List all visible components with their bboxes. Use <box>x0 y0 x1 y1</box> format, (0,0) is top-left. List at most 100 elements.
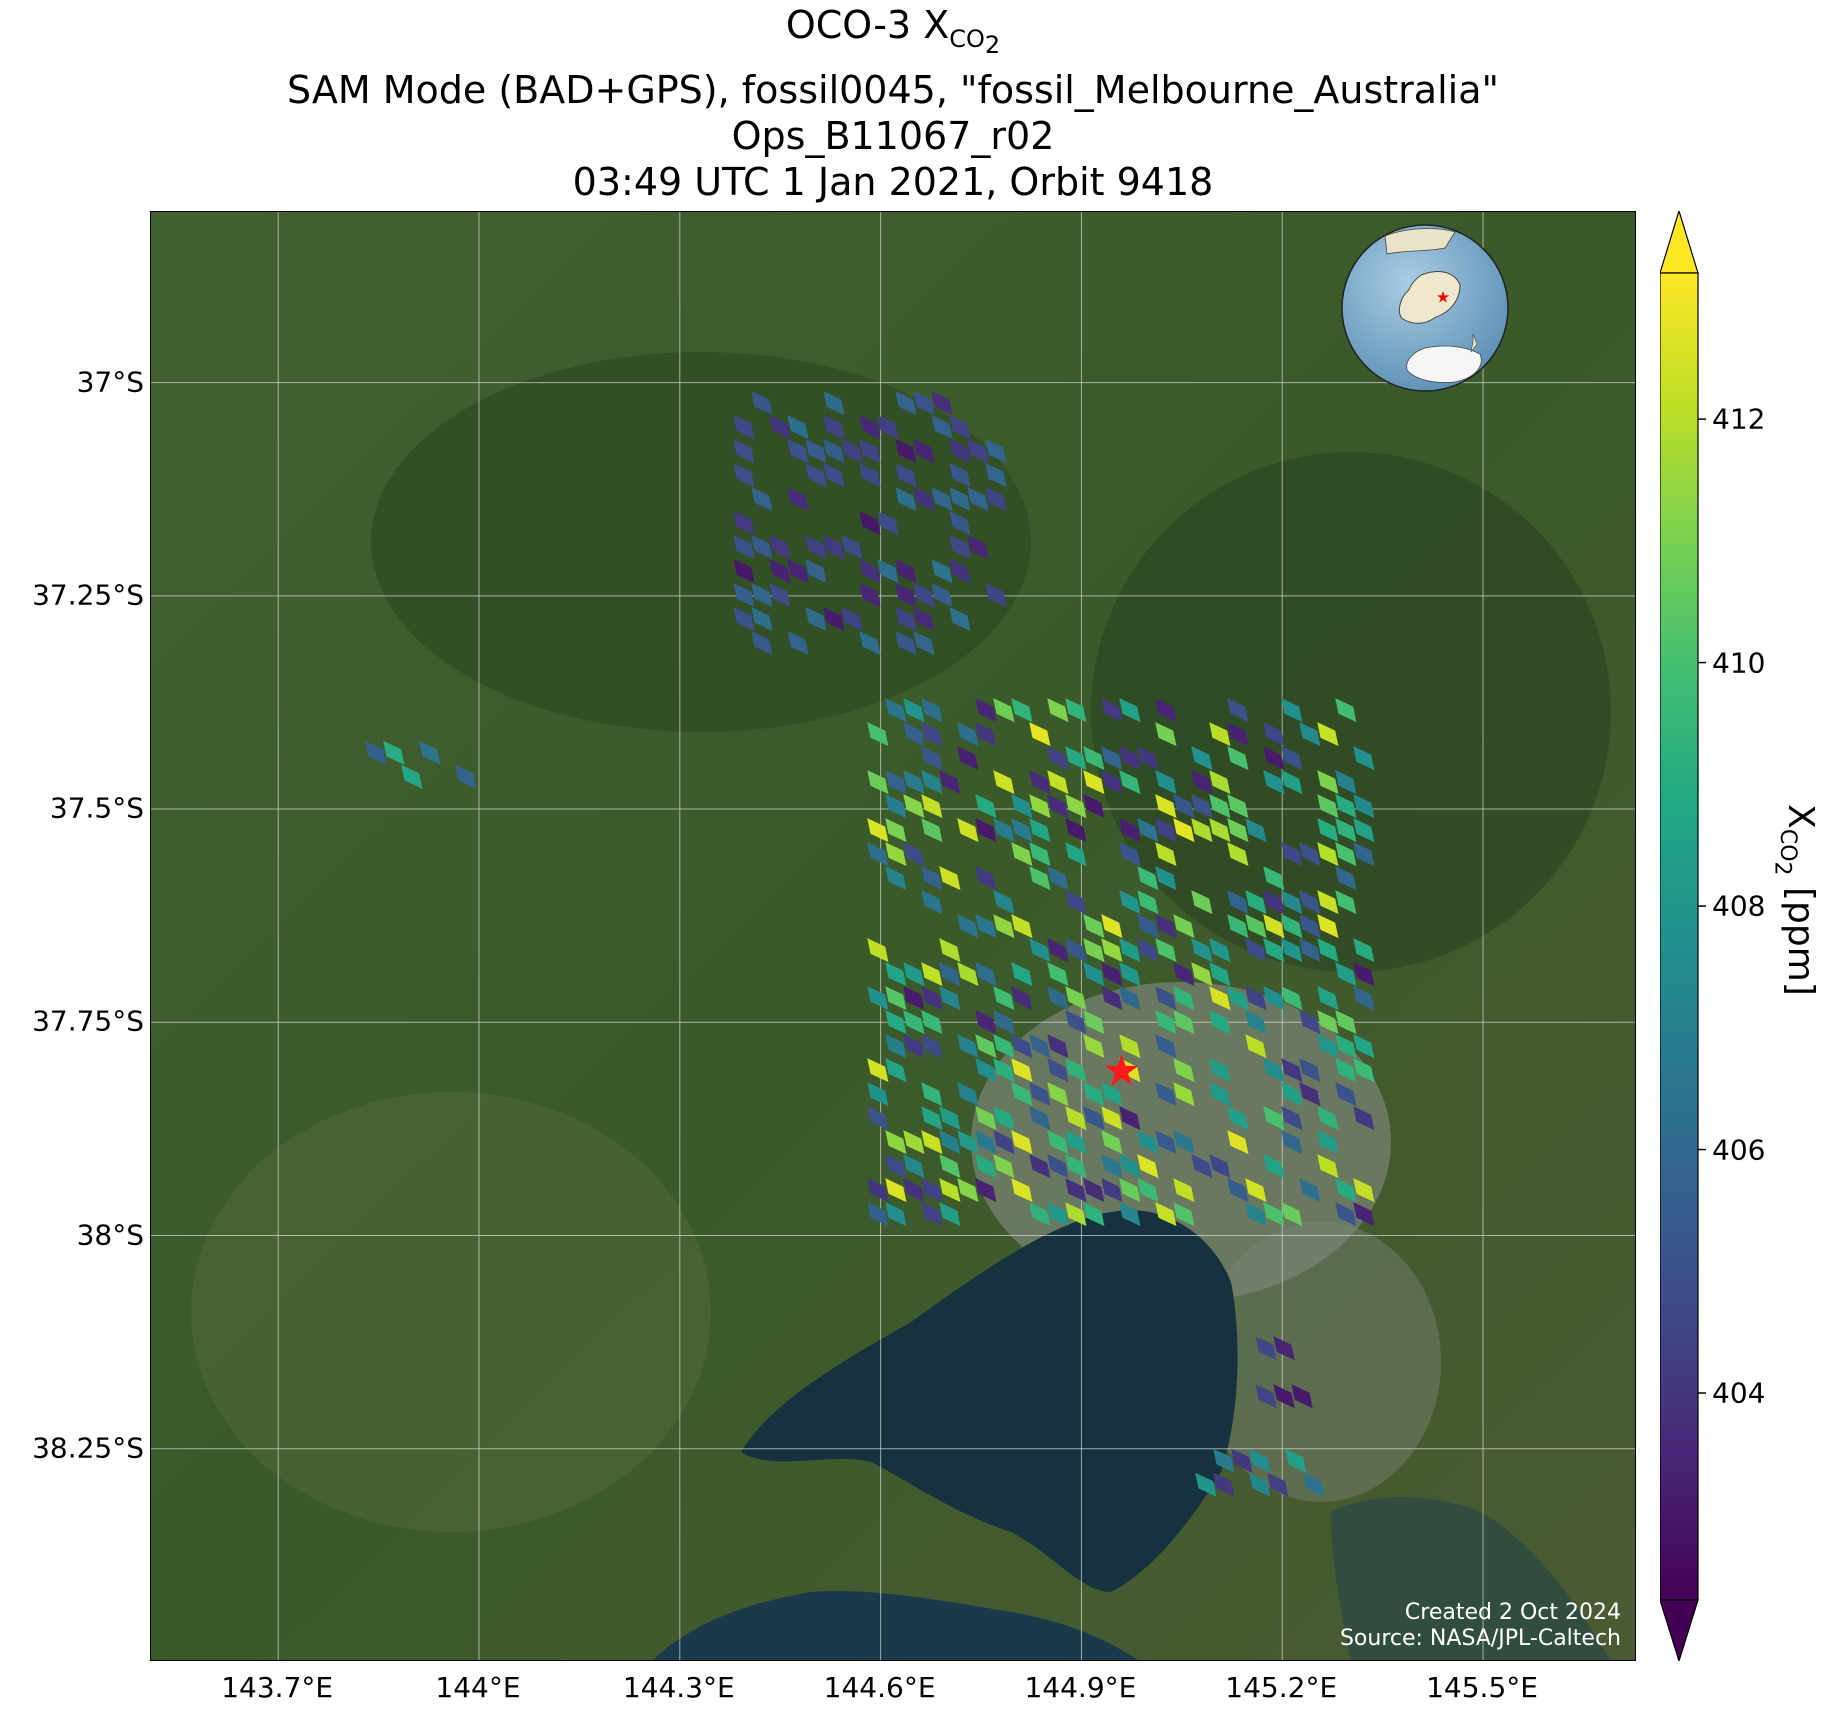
xco2-cell <box>1029 866 1051 891</box>
xco2-cell <box>1029 770 1051 795</box>
xco2-cell <box>805 463 827 488</box>
xco2-cell <box>1155 914 1177 939</box>
xco2-cell <box>877 415 899 440</box>
xco2-cell <box>455 764 477 789</box>
xco2-cell <box>1263 986 1285 1011</box>
xco2-cell <box>949 535 971 560</box>
xco2-cell <box>903 770 925 795</box>
xco2-cell <box>1047 1034 1069 1059</box>
xco2-cell <box>1353 818 1375 843</box>
xco2-cell <box>921 746 943 771</box>
xco2-cell <box>1353 986 1375 1011</box>
xco2-cell <box>1317 722 1339 747</box>
xco2-cell <box>1101 1130 1123 1155</box>
xco2-cell <box>1029 794 1051 819</box>
x-tick-label: 144.3°E <box>622 1671 735 1704</box>
xco2-cell <box>1101 1082 1123 1107</box>
xco2-cell <box>931 487 953 512</box>
xco2-soundings <box>365 391 1375 1497</box>
xco2-cell <box>751 583 773 608</box>
xco2-cell <box>1353 1202 1375 1227</box>
xco2-cell <box>1227 1178 1249 1203</box>
xco2-cell <box>921 890 943 915</box>
xco2-cell <box>975 914 997 939</box>
xco2-cell <box>867 722 889 747</box>
xco2-cell <box>1227 986 1249 1011</box>
xco2-cell <box>975 1058 997 1083</box>
xco2-cell <box>867 818 889 843</box>
xco2-cell <box>1245 1034 1267 1059</box>
xco2-cell <box>1101 938 1123 963</box>
xco2-cell <box>949 559 971 584</box>
xco2-cell <box>1029 842 1051 867</box>
xco2-cell <box>885 866 907 891</box>
xco2-cell <box>787 631 809 656</box>
xco2-cell <box>1263 1106 1285 1131</box>
xco2-cell <box>1227 746 1249 771</box>
xco2-cell <box>1317 1154 1339 1179</box>
xco2-cell <box>401 764 423 789</box>
xco2-cell <box>1335 1082 1357 1107</box>
xco2-cell <box>1227 1130 1249 1155</box>
xco2-cell <box>993 1034 1015 1059</box>
xco2-cell <box>895 391 917 416</box>
xco2-cell <box>921 1034 943 1059</box>
map-canvas[interactable]: ★ ★ <box>151 212 1636 1661</box>
xco2-cell <box>903 842 925 867</box>
xco2-cell <box>1281 1058 1303 1083</box>
xco2-cell <box>751 631 773 656</box>
xco2-cell <box>1155 722 1177 747</box>
xco2-cell <box>1263 938 1285 963</box>
xco2-cell <box>1083 1178 1105 1203</box>
xco2-cell <box>1353 746 1375 771</box>
xco2-cell <box>957 818 979 843</box>
xco2-cell <box>903 986 925 1011</box>
map-panel[interactable]: ★ ★ Created 2 Oct 2024 Source: NASA/JPL-… <box>150 211 1636 1661</box>
xco2-cell <box>383 740 405 765</box>
xco2-cell <box>1209 794 1231 819</box>
xco2-cell <box>957 1034 979 1059</box>
xco2-cell <box>1047 938 1069 963</box>
xco2-cell <box>805 535 827 560</box>
xco2-cell <box>903 962 925 987</box>
xco2-cell <box>1065 842 1087 867</box>
xco2-cell <box>921 1106 943 1131</box>
xco2-cell <box>1155 698 1177 723</box>
xco2-cell <box>993 1010 1015 1035</box>
xco2-cell <box>1065 1154 1087 1179</box>
xco2-cell <box>921 698 943 723</box>
xco2-cell <box>1317 794 1339 819</box>
xco2-cell <box>1317 938 1339 963</box>
xco2-cell <box>1119 1034 1141 1059</box>
xco2-cell <box>975 794 997 819</box>
xco2-cell <box>1227 842 1249 867</box>
xco2-cell <box>985 439 1007 464</box>
xco2-cell <box>903 722 925 747</box>
xco2-cell <box>885 818 907 843</box>
xco2-cell <box>1119 1178 1141 1203</box>
xco2-cell <box>733 463 755 488</box>
xco2-cell <box>1317 890 1339 915</box>
xco2-cell <box>949 487 971 512</box>
xco2-cell <box>993 698 1015 723</box>
xco2-cell <box>769 415 791 440</box>
x-tick-label: 144.6°E <box>823 1671 936 1704</box>
xco2-cell <box>1065 698 1087 723</box>
xco2-cell <box>1353 1058 1375 1083</box>
xco2-cell <box>921 1010 943 1035</box>
xco2-cell <box>1119 842 1141 867</box>
xco2-cell <box>1209 1058 1231 1083</box>
xco2-cell <box>1299 1010 1321 1035</box>
xco2-cell <box>419 740 441 765</box>
xco2-cell <box>1119 698 1141 723</box>
xco2-cell <box>1029 938 1051 963</box>
xco2-cell <box>1317 842 1339 867</box>
xco2-cell <box>1191 746 1213 771</box>
xco2-cell <box>931 559 953 584</box>
xco2-cell <box>1173 1178 1195 1203</box>
xco2-cell <box>1299 938 1321 963</box>
xco2-cell <box>1101 1154 1123 1179</box>
xco2-cell <box>1047 1154 1069 1179</box>
xco2-cell <box>1065 1106 1087 1131</box>
xco2-cell <box>733 583 755 608</box>
